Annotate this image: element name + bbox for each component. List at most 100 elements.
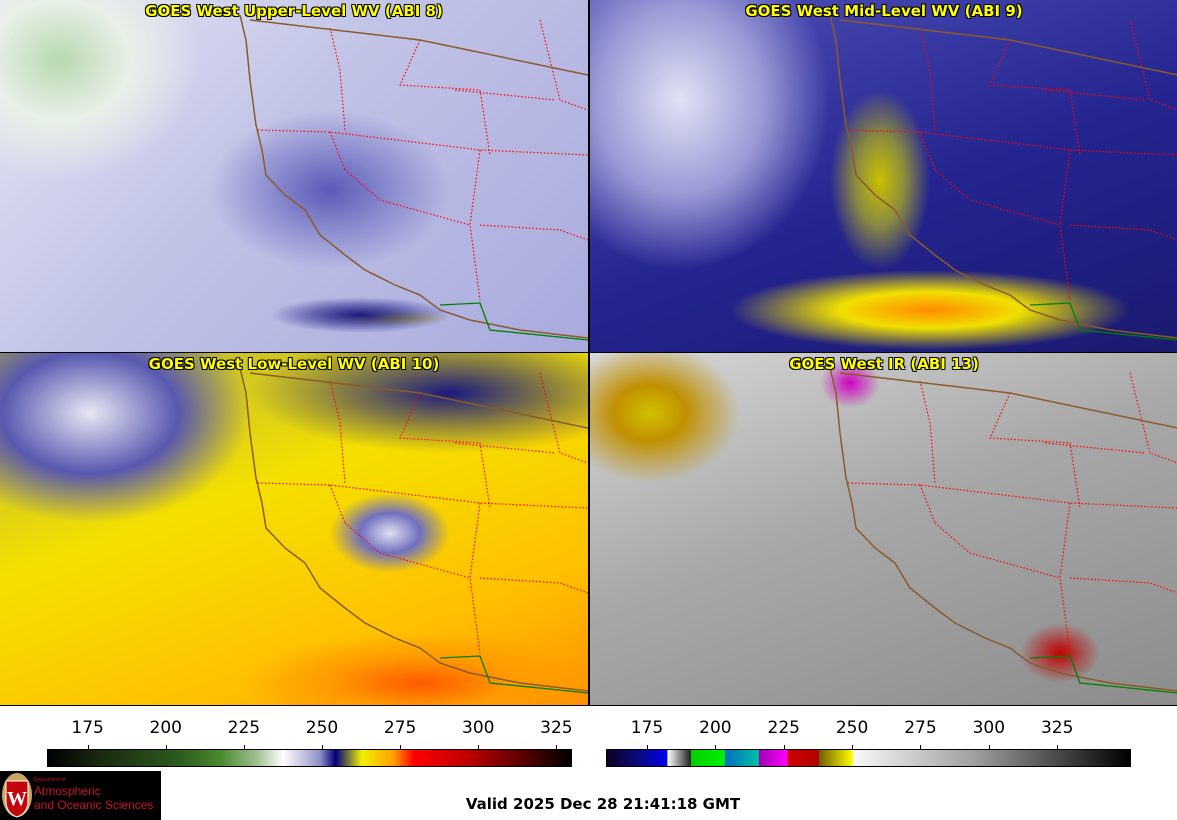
state-border — [1059, 502, 1071, 654]
mexico-border — [439, 655, 588, 694]
logo-line2: and Oceanic Sciences — [34, 798, 154, 812]
colorbar-tick-label: 225 — [227, 718, 261, 738]
coastline — [239, 14, 588, 339]
canada-border — [839, 19, 1177, 76]
panel-divider — [0, 705, 1177, 706]
colorbar-tick-label: 175 — [71, 718, 104, 738]
colorbar-tick-label: 325 — [540, 718, 573, 738]
state-border — [1059, 149, 1071, 301]
state-border — [329, 484, 346, 524]
state-border — [344, 522, 471, 579]
uw-seal-icon: W — [2, 773, 32, 818]
canada-border — [839, 372, 1177, 429]
colorbar-tick-label: 175 — [630, 718, 664, 738]
state-border — [329, 131, 346, 171]
state-border — [399, 39, 491, 156]
colorbar-tick — [243, 745, 245, 750]
state-border — [469, 149, 481, 301]
colorbar-tick-label: 300 — [972, 718, 1006, 738]
colorbar-tick — [920, 745, 922, 750]
state-border — [454, 89, 556, 101]
colorbar-infrared — [606, 749, 1131, 767]
panel-mid-level-wv: GOES West Mid-Level WV (ABI 9) — [590, 0, 1177, 352]
canada-border — [249, 19, 588, 76]
state-border — [479, 224, 588, 241]
colorbar-water-vapor — [47, 749, 572, 767]
state-border — [1129, 19, 1177, 111]
colorbar-tick — [165, 745, 167, 750]
state-border — [919, 27, 936, 131]
mexico-border — [439, 302, 588, 341]
state-border — [539, 19, 588, 111]
logo-line1: Atmospheric — [34, 784, 101, 798]
state-border — [989, 39, 1081, 156]
colorbar-tick-label: 275 — [383, 718, 417, 738]
state-border — [454, 442, 556, 454]
colorbar-tick-label: 200 — [149, 718, 182, 738]
state-border — [919, 484, 936, 524]
valid-time: Valid 2025 Dec 28 21:41:18 GMT — [465, 795, 741, 813]
colorbar-tick-label: 300 — [462, 718, 495, 738]
state-border — [989, 392, 1081, 509]
colorbar-tick-label: 250 — [305, 718, 339, 738]
colorbar-tick — [87, 745, 89, 750]
colorbar-tick — [852, 745, 854, 750]
panel-title: GOES West Mid-Level WV (ABI 9) — [745, 2, 1023, 20]
state-border — [919, 131, 936, 171]
state-border — [257, 129, 588, 156]
colorbar-tick — [556, 745, 558, 750]
colorbar-tick — [988, 745, 990, 750]
mexico-border — [1029, 302, 1177, 341]
state-border — [934, 522, 1061, 579]
colorbar-tick — [1057, 745, 1059, 750]
colorbar-tick-label: 200 — [699, 718, 732, 738]
mexico-border — [1029, 655, 1177, 694]
state-border — [1129, 372, 1177, 464]
map-overlay — [829, 14, 1177, 341]
state-border — [934, 169, 1061, 226]
coastline — [829, 14, 1177, 339]
panel-low-level-wv: GOES West Low-Level WV (ABI 10) — [0, 353, 588, 705]
panel-title: GOES West Upper-Level WV (ABI 8) — [145, 2, 443, 20]
panel-upper-level-wv: GOES West Upper-Level WV (ABI 8) — [0, 0, 588, 352]
logo-dept: Department of — [34, 777, 66, 783]
colorbar-tick-label: 250 — [835, 718, 869, 738]
state-border — [539, 372, 588, 464]
aos-logo: W Department of Atmospheric and Oceanic … — [0, 771, 161, 820]
colorbar-tick — [400, 745, 402, 750]
state-border — [847, 482, 1177, 509]
colorbar-tick — [715, 745, 717, 750]
state-border — [479, 577, 588, 594]
state-border — [1069, 577, 1177, 594]
state-border — [1044, 89, 1146, 101]
coastline — [829, 367, 1177, 692]
map-overlay — [829, 367, 1177, 694]
state-border — [919, 380, 936, 484]
state-border — [1044, 442, 1146, 454]
state-border — [257, 482, 588, 509]
map-overlay — [239, 367, 588, 694]
map-overlay — [239, 14, 588, 341]
panel-title: GOES West Low-Level WV (ABI 10) — [148, 355, 440, 373]
panel-ir: GOES West IR (ABI 13) — [590, 353, 1177, 705]
svg-text:W: W — [7, 788, 27, 810]
colorbar-tick-label: 275 — [904, 718, 937, 738]
colorbar-tick — [322, 745, 323, 750]
colorbar-tick-label: 325 — [1040, 718, 1074, 738]
state-border — [1069, 224, 1177, 241]
state-border — [469, 502, 481, 654]
coastline — [239, 367, 588, 692]
colorbar-tick — [478, 745, 480, 750]
state-border — [329, 27, 346, 131]
colorbar-tick — [783, 745, 785, 750]
state-border — [847, 129, 1177, 156]
state-border — [399, 392, 491, 509]
panel-divider — [588, 0, 590, 706]
state-border — [344, 169, 471, 226]
state-border — [329, 380, 346, 484]
colorbar-tick-label: 225 — [767, 718, 800, 738]
canada-border — [249, 372, 588, 429]
panel-title: GOES West IR (ABI 13) — [789, 355, 979, 373]
panel-divider — [0, 352, 1177, 353]
colorbar-tick — [647, 745, 649, 750]
